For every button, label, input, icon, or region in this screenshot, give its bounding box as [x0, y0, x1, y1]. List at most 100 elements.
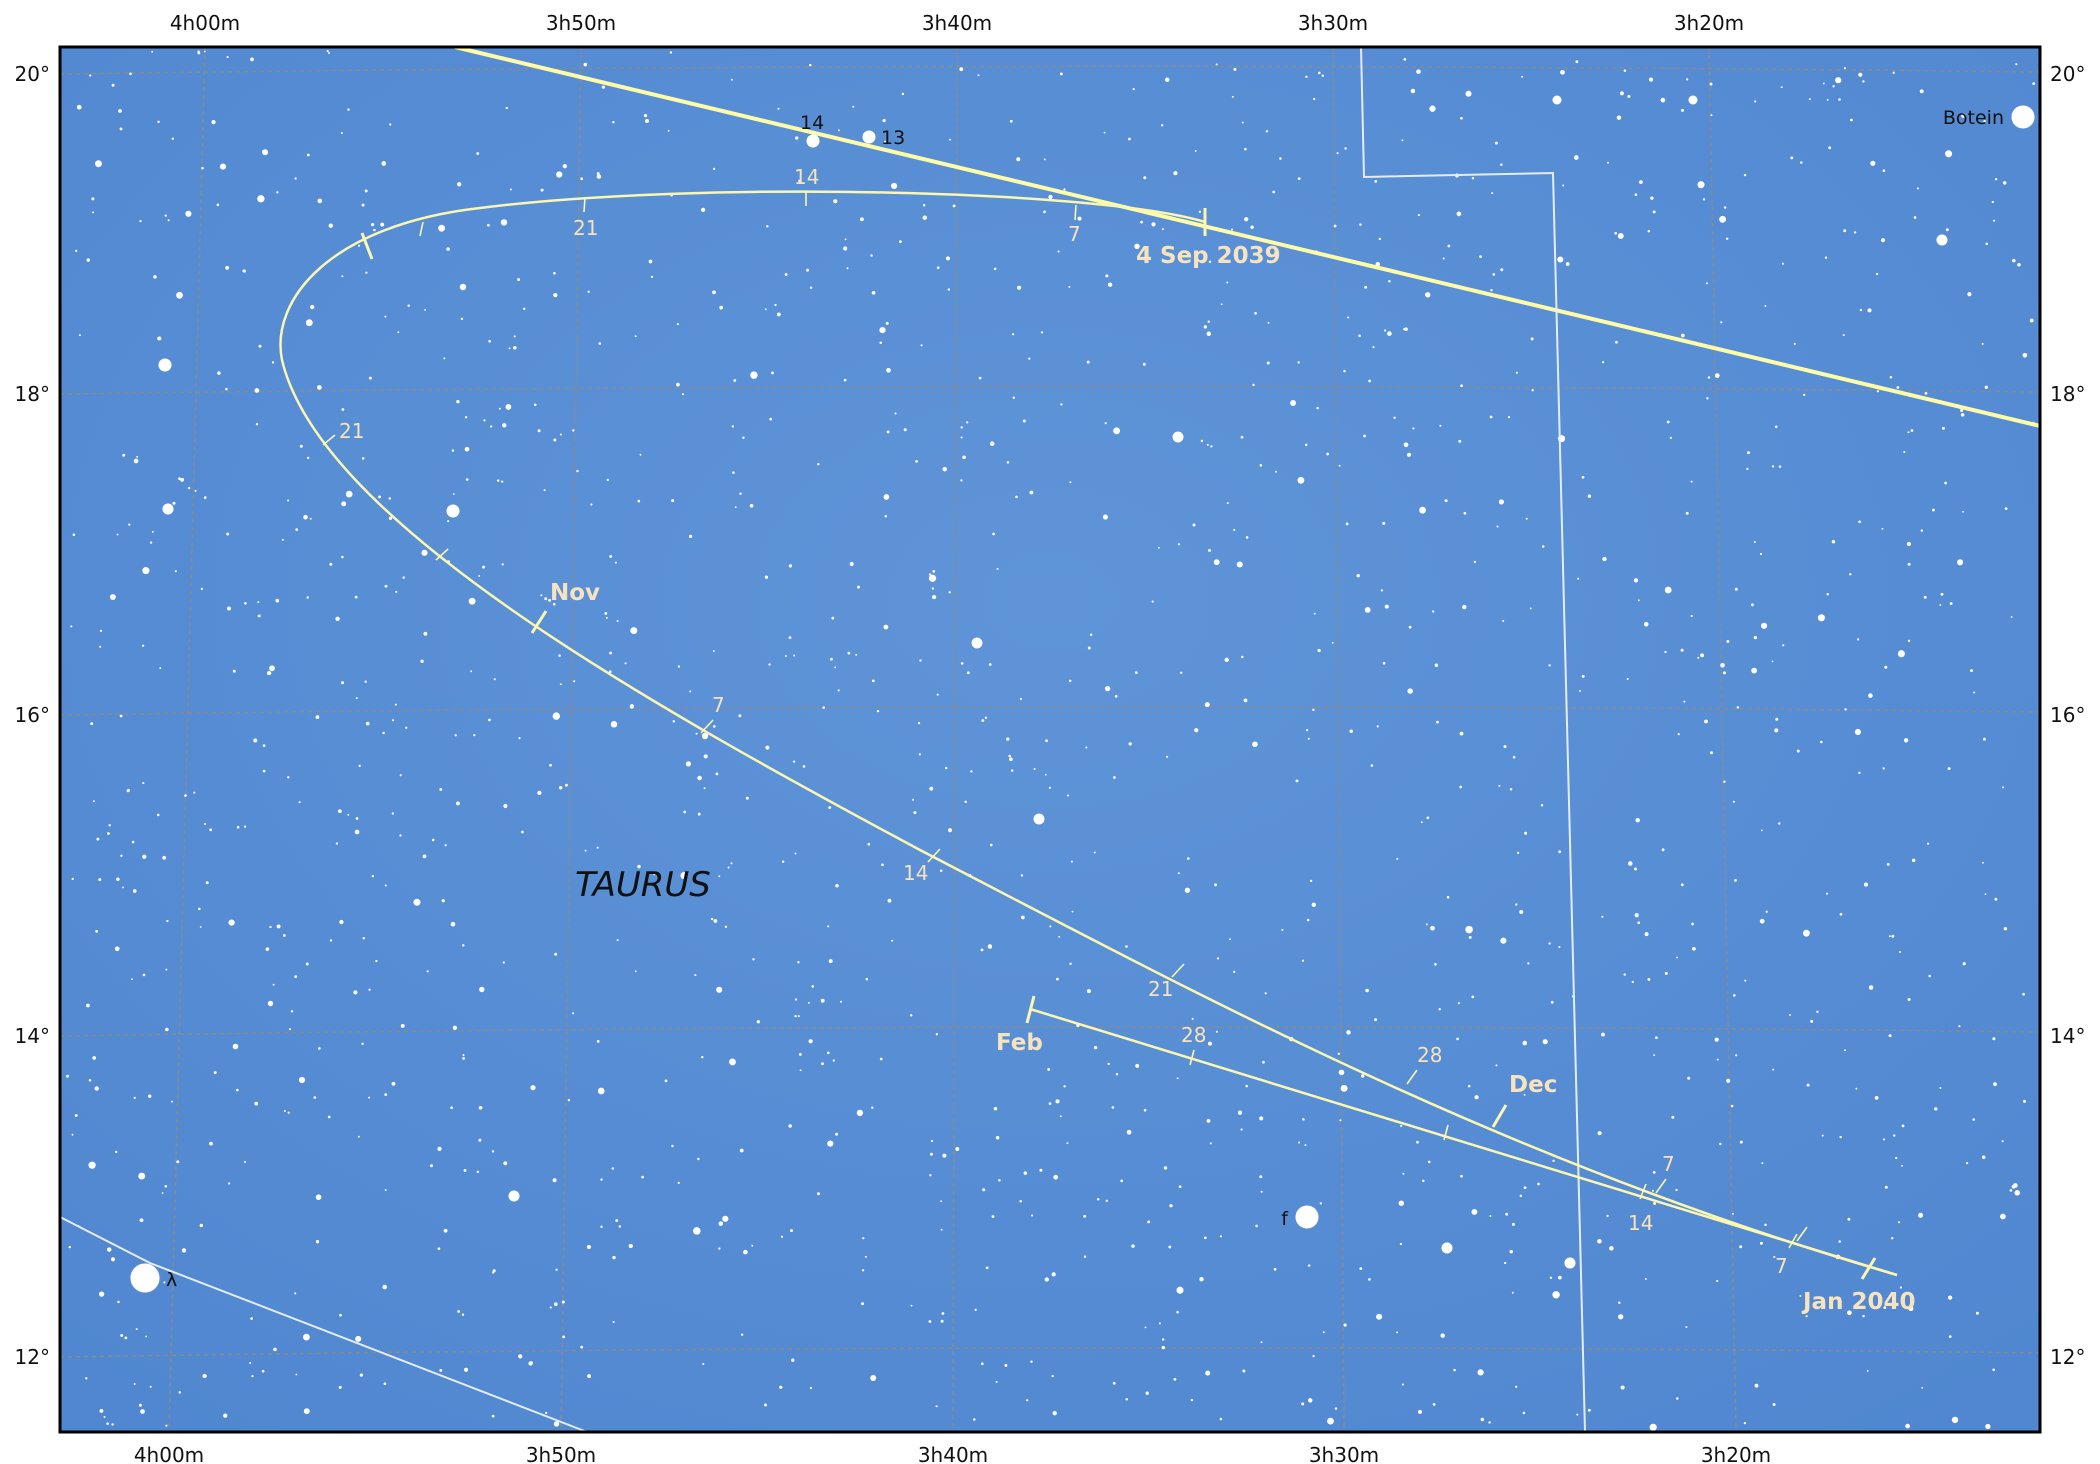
background-star [1240, 1128, 1243, 1131]
background-star [1760, 829, 1763, 832]
background-star [1229, 938, 1231, 941]
background-star [171, 137, 174, 140]
background-star [1157, 546, 1160, 549]
background-star [89, 74, 92, 77]
background-star [1318, 71, 1321, 75]
background-star [1219, 1417, 1223, 1421]
background-star [1343, 1323, 1347, 1327]
background-star [1113, 776, 1116, 779]
background-star [1859, 308, 1863, 312]
background-star [1548, 942, 1551, 945]
background-star [915, 460, 918, 463]
background-star [1710, 114, 1713, 117]
background-star [1245, 1084, 1248, 1088]
background-star [756, 1020, 760, 1024]
background-star [1011, 333, 1015, 336]
background-star [1045, 739, 1048, 743]
background-star [443, 1228, 448, 1233]
background-star [791, 1358, 795, 1362]
background-star [1898, 1221, 1901, 1224]
background-star [1661, 848, 1665, 852]
ra-labels-bottom: 4h00m 3h50m 3h40m 3h30m 3h20m [134, 1443, 1771, 1464]
background-star [681, 393, 685, 396]
background-star [1635, 817, 1640, 823]
background-star [861, 1269, 865, 1272]
background-star [1680, 648, 1684, 652]
background-star [930, 1152, 933, 1156]
background-star [1962, 962, 1966, 966]
background-star [118, 109, 122, 113]
background-star [273, 1347, 277, 1352]
background-star [1527, 962, 1530, 965]
background-star [1685, 1326, 1688, 1329]
background-star [1891, 934, 1895, 938]
background-star [734, 506, 737, 508]
background-star [107, 832, 110, 835]
background-star [998, 1178, 1001, 1182]
background-star [294, 1292, 297, 1295]
background-star [422, 854, 427, 859]
background-star [1468, 935, 1472, 939]
path-label-nov: Nov [550, 580, 600, 606]
background-star [142, 567, 150, 575]
background-star [1345, 522, 1349, 526]
background-star [917, 721, 921, 725]
background-star [837, 129, 840, 132]
background-star [1382, 661, 1386, 665]
background-star [1260, 1190, 1263, 1193]
background-star [1882, 169, 1886, 173]
background-star [561, 1300, 565, 1304]
background-star [1947, 1295, 1953, 1300]
background-star [72, 533, 76, 537]
background-star [1653, 1202, 1657, 1205]
background-star [1753, 635, 1758, 640]
background-star [928, 1320, 932, 1323]
background-star [940, 1319, 944, 1323]
background-star [1033, 768, 1036, 770]
background-star [765, 745, 770, 750]
background-star [1066, 1142, 1069, 1145]
background-star [964, 800, 967, 804]
background-star [1465, 90, 1472, 97]
background-star [1304, 1144, 1307, 1147]
background-star [493, 678, 496, 681]
background-star [573, 680, 576, 683]
background-star [1616, 115, 1622, 120]
background-star [1219, 1235, 1222, 1238]
background-star [596, 1040, 600, 1043]
background-star [488, 718, 491, 722]
background-star [580, 177, 584, 181]
star-label-f: f [1281, 1208, 1289, 1230]
background-star [1907, 998, 1911, 1001]
background-star [463, 1168, 467, 1172]
background-star [439, 787, 443, 791]
background-star [811, 985, 815, 988]
background-star [1051, 1374, 1054, 1378]
background-star [1862, 1314, 1865, 1318]
background-star [1618, 1301, 1621, 1305]
background-star [867, 842, 871, 846]
background-star [949, 138, 951, 141]
background-star [1866, 1369, 1869, 1372]
background-star [513, 346, 517, 350]
background-star [1490, 288, 1493, 292]
background-star [601, 85, 606, 89]
grid-ra-3h40m [952, 46, 958, 1433]
background-star [1859, 1292, 1863, 1295]
background-star [797, 1015, 800, 1018]
background-star [1403, 328, 1406, 331]
background-star [355, 1335, 362, 1342]
background-star [145, 1335, 148, 1338]
background-star [1650, 196, 1654, 200]
background-star [609, 554, 613, 558]
background-star [1753, 541, 1756, 543]
background-star [498, 407, 501, 410]
background-star [600, 1225, 603, 1229]
background-star [1068, 285, 1071, 288]
background-star [287, 776, 290, 779]
background-star [1272, 190, 1276, 194]
background-star [500, 219, 508, 226]
background-star [729, 1058, 736, 1066]
background-star [989, 843, 993, 847]
